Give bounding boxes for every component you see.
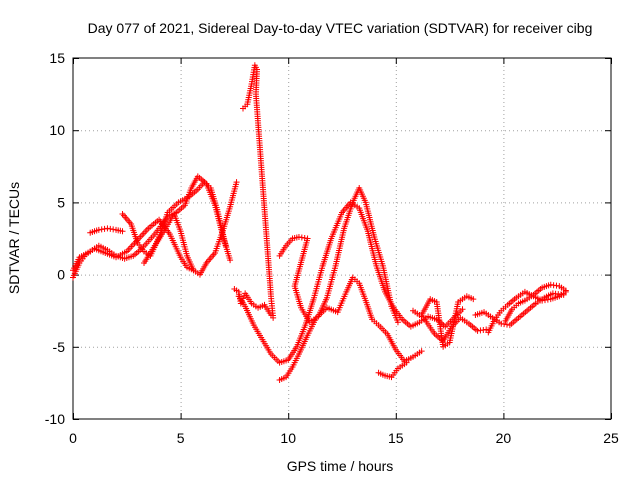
- x-tick-label: 0: [69, 430, 77, 446]
- series-sat-p: [485, 288, 569, 336]
- chart-title: Day 077 of 2021, Sidereal Day-to-day VTE…: [88, 20, 593, 36]
- data-point: [562, 288, 569, 295]
- series-sat-k: [375, 359, 410, 381]
- data-point: [119, 228, 126, 235]
- series-sat-e: [141, 179, 240, 278]
- series-sat-o: [502, 281, 569, 324]
- series-sat-g: [240, 62, 277, 321]
- x-tick-label: 10: [280, 430, 296, 446]
- data-point: [459, 306, 466, 313]
- data-point: [270, 314, 277, 321]
- y-tick-label: 10: [49, 122, 65, 138]
- data-point: [227, 257, 234, 264]
- y-tick-label: -10: [45, 411, 65, 427]
- grid: [73, 58, 611, 419]
- data-point: [418, 348, 425, 355]
- y-axis-label: SDTVAR / TECUs: [6, 182, 22, 294]
- data-point: [403, 359, 410, 366]
- ticks: 0 5 10 15 20 25 -10 -5 0 5 10 15: [45, 50, 619, 446]
- data-point: [470, 296, 477, 303]
- x-tick-label: 25: [603, 430, 619, 446]
- data-point: [222, 242, 229, 249]
- y-tick-label: 15: [49, 50, 65, 66]
- series-sat-j: [276, 184, 401, 326]
- x-tick-label: 15: [388, 430, 404, 446]
- data-point: [394, 319, 401, 326]
- series-sat-m: [418, 293, 477, 350]
- series-sat-f: [231, 286, 274, 319]
- x-tick-label: 5: [177, 430, 185, 446]
- x-axis-label: GPS time / hours: [287, 458, 394, 474]
- plot-frame: [72, 57, 612, 420]
- y-tick-label: 0: [57, 267, 65, 283]
- y-tick-label: 5: [57, 194, 65, 210]
- x-tick-label: 20: [496, 430, 512, 446]
- y-tick-label: -5: [53, 339, 66, 355]
- data-point: [233, 179, 240, 186]
- data-points: [70, 62, 569, 384]
- series-sat-c: [87, 225, 126, 236]
